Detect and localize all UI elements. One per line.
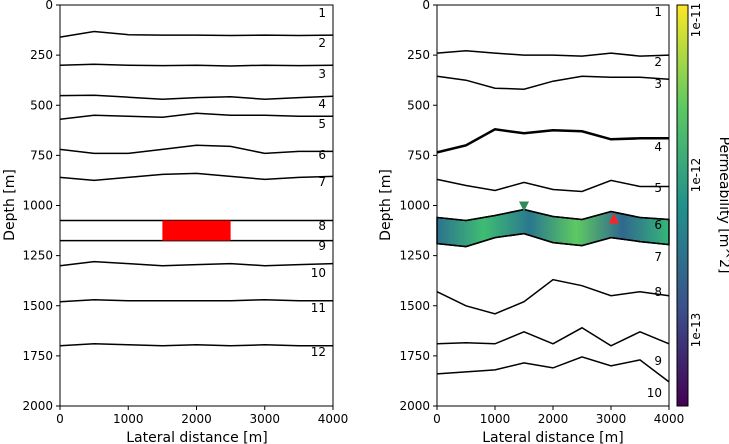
right-y-tick-250: 250 xyxy=(407,48,430,62)
right-layer-label-5: 5 xyxy=(654,181,662,195)
left-interface-4 xyxy=(59,112,333,121)
right-x-axis-label: Lateral distance [m] xyxy=(482,430,624,444)
left-interface-10 xyxy=(59,298,333,303)
right-layer-label-3: 3 xyxy=(654,77,662,91)
right-interface-3 xyxy=(436,128,669,154)
left-y-tick-0: 0 xyxy=(45,0,53,12)
left-layer-label-4: 4 xyxy=(318,97,326,111)
left-x-tick-0: 0 xyxy=(56,412,64,426)
right-interface-1 xyxy=(436,49,670,57)
left-x-tick-4000: 4000 xyxy=(318,412,349,426)
left-layer-label-5: 5 xyxy=(318,117,326,131)
left-layer-label-1: 1 xyxy=(318,6,326,20)
colorbar-label: Permeability [m^2] xyxy=(716,137,729,274)
right-interface-8 xyxy=(436,326,670,347)
right-layer-label-8: 8 xyxy=(654,285,662,299)
left-interface-1 xyxy=(59,30,334,38)
right-y-tick-1750: 1750 xyxy=(399,349,430,363)
left-y-axis-label: Depth [m] xyxy=(2,169,18,241)
right-y-tick-1500: 1500 xyxy=(399,299,430,313)
left-x-tick-2000: 2000 xyxy=(181,412,212,426)
left-interface-11 xyxy=(59,343,333,347)
left-layer-label-10: 10 xyxy=(311,266,326,280)
right-y-axis-label: Depth [m] xyxy=(378,169,394,241)
right-plot-area xyxy=(436,49,670,383)
right-x-tick-2000: 2000 xyxy=(538,412,569,426)
left-layer-label-6: 6 xyxy=(318,148,326,162)
right-interface-4 xyxy=(436,178,669,193)
colorbar-gradient xyxy=(676,4,689,407)
left-x-tick-3000: 3000 xyxy=(249,412,280,426)
left-interface-6 xyxy=(59,172,334,182)
left-interface-3 xyxy=(59,94,334,100)
left-y-tick-500: 500 xyxy=(30,98,53,112)
right-interface-7 xyxy=(436,278,670,315)
left-x-tick-1000: 1000 xyxy=(113,412,144,426)
left-layer-label-12: 12 xyxy=(311,345,326,359)
left-layer-label-9: 9 xyxy=(318,239,326,253)
colorbar-tick-1: 1e-11 xyxy=(689,3,703,38)
colorbar: 1e-11 1e-12 1e-13 Permeability [m^2] xyxy=(676,3,729,407)
right-y-tick-0: 0 xyxy=(422,0,430,12)
left-interface-5 xyxy=(59,144,333,155)
right-layer-label-10: 10 xyxy=(647,386,662,400)
injection-zone xyxy=(162,220,231,241)
left-layer-label-7: 7 xyxy=(318,175,326,189)
right-interface-9 xyxy=(436,356,670,383)
right-x-tick-3000: 3000 xyxy=(596,412,627,426)
left-interface-9 xyxy=(59,260,334,267)
left-y-tick-1750: 1750 xyxy=(22,349,53,363)
colorbar-tick-2: 1e-12 xyxy=(689,158,703,193)
right-y-tick-1000: 1000 xyxy=(399,199,430,213)
right-layer-label-4: 4 xyxy=(654,140,662,154)
left-x-axis-label: Lateral distance [m] xyxy=(126,430,268,444)
left-y-tick-250: 250 xyxy=(30,48,53,62)
right-x-tick-0: 0 xyxy=(433,412,441,426)
right-layer-label-7: 7 xyxy=(654,250,662,264)
right-panel: Lateral distance [m] Depth [m] 1 2 3 4 5 6 7 8 9… xyxy=(378,0,684,444)
left-layer-label-11: 11 xyxy=(311,301,326,315)
right-layer-label-1: 1 xyxy=(654,5,662,19)
left-layer-label-8: 8 xyxy=(318,219,326,233)
right-y-tick-1250: 1250 xyxy=(399,249,430,263)
left-y-tick-1500: 1500 xyxy=(22,299,53,313)
right-y-tick-2000: 2000 xyxy=(399,399,430,413)
right-y-tick-500: 500 xyxy=(407,98,430,112)
colorbar-tick-3: 1e-13 xyxy=(689,313,703,348)
left-layer-label-2: 2 xyxy=(318,36,326,50)
right-x-tick-1000: 1000 xyxy=(480,412,511,426)
right-interface-5 xyxy=(436,208,670,222)
left-layer-label-3: 3 xyxy=(318,67,326,81)
left-y-tick-1000: 1000 xyxy=(22,199,53,213)
left-interface-2 xyxy=(59,63,334,67)
right-x-tick-4000: 4000 xyxy=(654,412,685,426)
left-y-tick-2000: 2000 xyxy=(22,399,53,413)
right-axes-frame xyxy=(436,4,670,407)
right-layer-label-6: 6 xyxy=(654,218,662,232)
right-interface-6 xyxy=(436,232,670,248)
left-panel: Lateral distance [m] Depth [m] 123456789… xyxy=(2,0,348,444)
left-plot-area xyxy=(59,30,334,347)
right-layer-label-2: 2 xyxy=(654,55,662,69)
left-y-tick-750: 750 xyxy=(30,148,53,162)
right-layer-label-9: 9 xyxy=(654,354,662,368)
right-y-tick-750: 750 xyxy=(407,148,430,162)
production-well-marker xyxy=(608,213,619,224)
right-interface-2 xyxy=(436,75,670,90)
injection-well-marker xyxy=(519,201,529,212)
left-y-tick-1250: 1250 xyxy=(22,249,53,263)
